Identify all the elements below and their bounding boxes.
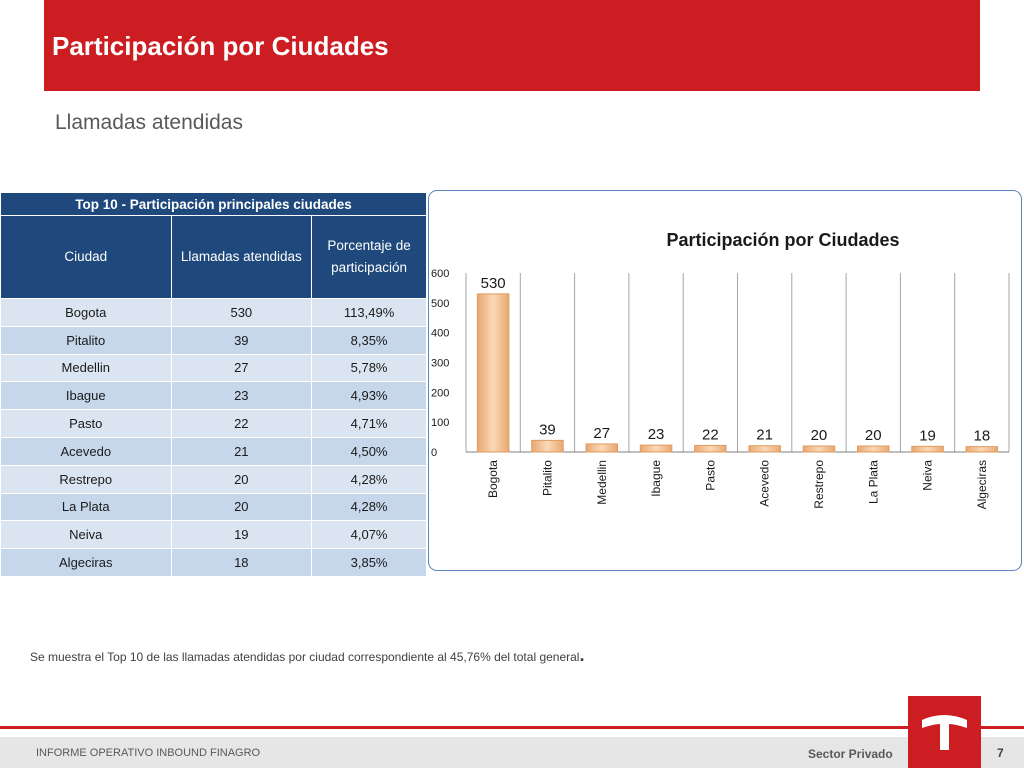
cell-percentage: 4,93% (311, 381, 427, 411)
data-label: 530 (481, 275, 506, 292)
cell-city: La Plata (0, 492, 172, 522)
x-tick-label: Algeciras (975, 460, 989, 509)
data-label: 27 (593, 425, 610, 442)
cell-percentage: 8,35% (311, 325, 427, 355)
t-logo-icon (922, 715, 967, 750)
cell-city: Bogota (0, 298, 172, 327)
bar (531, 439, 564, 453)
column-header-calls: Llamadas atendidas (170, 215, 313, 299)
x-tick-label: Acevedo (758, 460, 772, 507)
cell-city: Pitalito (0, 325, 172, 355)
data-label: 39 (539, 421, 556, 438)
table-row: Pitalito 39 8,35% (0, 325, 427, 355)
table-row: Acevedo 21 4,50% (0, 436, 427, 466)
footer-divider (0, 726, 1024, 729)
table-row: Medellin 27 5,78% (0, 353, 427, 383)
data-label: 21 (756, 427, 773, 444)
bar (585, 443, 618, 453)
x-tick-label: Neiva (921, 460, 935, 491)
cell-percentage: 4,71% (311, 409, 427, 438)
bar-chart: Participación por Ciudades 0 100 200 300 400 5… (431, 230, 1010, 509)
y-tick-label: 300 (431, 358, 449, 370)
data-label: 22 (702, 426, 719, 443)
bar (748, 445, 781, 453)
x-tick-label: La Plata (866, 460, 880, 504)
table-row: Ibague 23 4,93% (0, 381, 427, 411)
cell-calls: 23 (170, 381, 313, 411)
x-tick-label: Pasto (703, 460, 717, 491)
cell-calls: 27 (170, 353, 313, 383)
x-tick-label: Pitalito (540, 460, 554, 496)
table-row: Algeciras 18 3,85% (0, 548, 427, 577)
cell-calls: 39 (170, 325, 313, 355)
y-tick-label: 100 (431, 417, 449, 429)
cell-city: Ibague (0, 381, 172, 411)
footnote-period: . (579, 645, 585, 665)
footer: INFORME OPERATIVO INBOUND FINAGRO Sector… (0, 737, 1024, 768)
table-row: Restrepo 20 4,28% (0, 464, 427, 494)
page-title: Participación por Ciudades (52, 31, 389, 61)
y-tick-label: 600 (431, 268, 449, 280)
table-row: Pasto 22 4,71% (0, 409, 427, 438)
cell-calls: 22 (170, 409, 313, 438)
cell-percentage: 5,78% (311, 353, 427, 383)
table-row: Neiva 19 4,07% (0, 520, 427, 550)
bar (639, 444, 673, 453)
cell-calls: 20 (170, 492, 313, 522)
cell-percentage: 4,28% (311, 492, 427, 522)
cell-calls: 530 (170, 298, 313, 327)
cell-city: Algeciras (0, 548, 172, 577)
footer-report-name: INFORME OPERATIVO INBOUND FINAGRO (36, 747, 261, 759)
data-label: 20 (811, 427, 828, 444)
cell-percentage: 113,49% (311, 298, 427, 327)
table-row: Bogota 530 113,49% (0, 298, 427, 327)
brand-logo (908, 696, 981, 768)
cell-percentage: 4,28% (311, 464, 427, 494)
y-tick-label: 0 (431, 447, 437, 459)
page-number: 7 (997, 746, 1004, 760)
cell-calls: 21 (170, 436, 313, 466)
bar (802, 445, 836, 453)
title-bar: Participación por Ciudades (44, 0, 980, 91)
column-header-city: Ciudad (0, 215, 172, 299)
y-tick-label: 400 (431, 328, 449, 340)
cell-percentage: 3,85% (311, 548, 427, 577)
y-tick-label: 500 (431, 298, 449, 310)
cell-calls: 19 (170, 520, 313, 550)
y-tick-label: 200 (431, 387, 449, 399)
data-label: 23 (648, 426, 665, 443)
bar (857, 445, 890, 453)
cell-percentage: 4,07% (311, 520, 427, 550)
x-tick-label: Bogota (486, 460, 500, 498)
footnote: Se muestra el Top 10 de las llamadas ate… (30, 645, 584, 666)
cell-city: Restrepo (0, 464, 172, 494)
bar (694, 444, 727, 453)
cell-percentage: 4,50% (311, 436, 427, 466)
footnote-text: Se muestra el Top 10 de las llamadas ate… (30, 650, 580, 664)
x-tick-label: Ibague (649, 460, 663, 497)
cities-table: Top 10 - Participación principales ciuda… (0, 192, 427, 577)
cell-city: Acevedo (0, 436, 172, 466)
cell-city: Pasto (0, 409, 172, 438)
data-label: 20 (865, 427, 882, 444)
page-subtitle: Llamadas atendidas (55, 111, 243, 134)
bar (476, 293, 510, 453)
cell-calls: 18 (170, 548, 313, 577)
bar (911, 445, 944, 453)
table-row: La Plata 20 4,28% (0, 492, 427, 522)
data-label: 18 (974, 428, 991, 445)
footer-sector: Sector Privado (808, 747, 893, 761)
column-header-percentage: Porcentaje de participación (311, 215, 427, 299)
bar (965, 446, 999, 453)
x-tick-label: Restrepo (812, 460, 826, 509)
cell-calls: 20 (170, 464, 313, 494)
cell-city: Neiva (0, 520, 172, 550)
table-caption: Top 10 - Participación principales ciuda… (0, 192, 427, 216)
data-label: 19 (919, 427, 936, 444)
cell-city: Medellin (0, 353, 172, 383)
chart-title: Participación por Ciudades (666, 230, 899, 250)
chart-frame: Participación por Ciudades 0 100 200 300 400 5… (428, 190, 1022, 571)
x-tick-label: Medellin (595, 460, 609, 505)
